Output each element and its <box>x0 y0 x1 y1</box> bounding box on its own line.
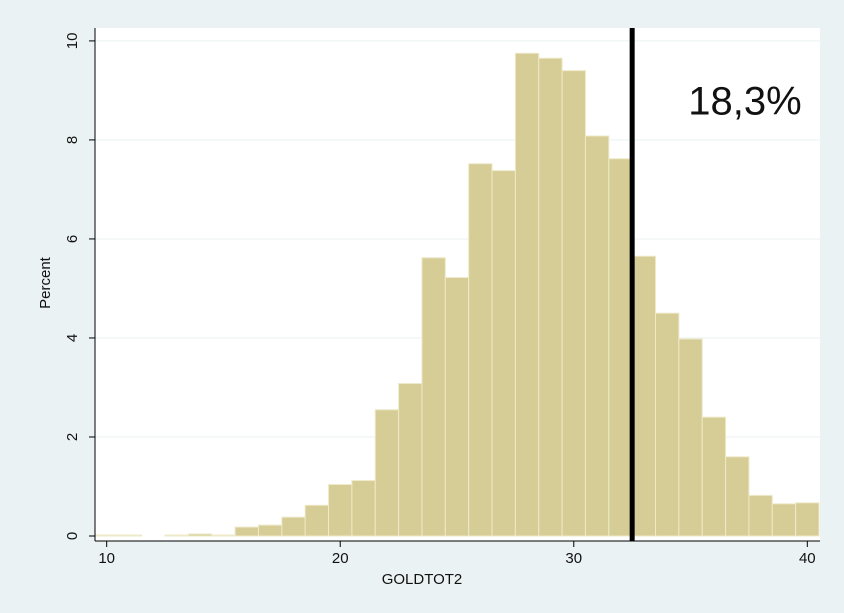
bar <box>678 338 703 537</box>
y-tick-label: 2 <box>64 433 81 441</box>
x-tick-label: 30 <box>565 550 582 567</box>
y-tick-label: 8 <box>64 136 81 144</box>
bar <box>117 534 143 537</box>
bar <box>491 170 516 537</box>
bar <box>304 504 330 537</box>
bar <box>655 312 680 537</box>
bar <box>421 257 446 537</box>
bar <box>281 516 306 537</box>
bar <box>211 534 236 537</box>
bar <box>771 503 797 537</box>
bar <box>514 52 540 537</box>
bar <box>234 526 259 537</box>
bar <box>257 524 283 537</box>
bar <box>398 383 423 537</box>
bar <box>351 480 376 537</box>
bar <box>468 163 493 537</box>
bar <box>584 135 610 537</box>
y-tick-label: 10 <box>64 33 81 50</box>
y-tick-label: 6 <box>64 235 81 243</box>
y-tick-label: 0 <box>64 532 81 540</box>
bar <box>94 534 119 537</box>
bar <box>608 158 633 537</box>
bar <box>795 502 820 537</box>
x-tick-label: 10 <box>98 550 115 567</box>
bar <box>725 456 750 537</box>
bar <box>748 494 773 537</box>
annotation: 18,3% <box>688 80 801 124</box>
bar <box>374 409 400 537</box>
y-tick-label: 4 <box>64 334 81 342</box>
x-axis-label: GOLDTOT2 <box>382 571 463 588</box>
bar <box>187 533 213 537</box>
bar <box>701 416 727 537</box>
x-tick-label: 20 <box>332 550 349 567</box>
bar <box>444 277 470 537</box>
x-tick-label: 40 <box>799 550 816 567</box>
bar <box>164 534 189 537</box>
y-axis-label: Percent <box>37 256 54 309</box>
bar <box>631 255 657 537</box>
bar <box>538 57 563 537</box>
bar <box>328 484 353 537</box>
bar <box>561 70 586 537</box>
